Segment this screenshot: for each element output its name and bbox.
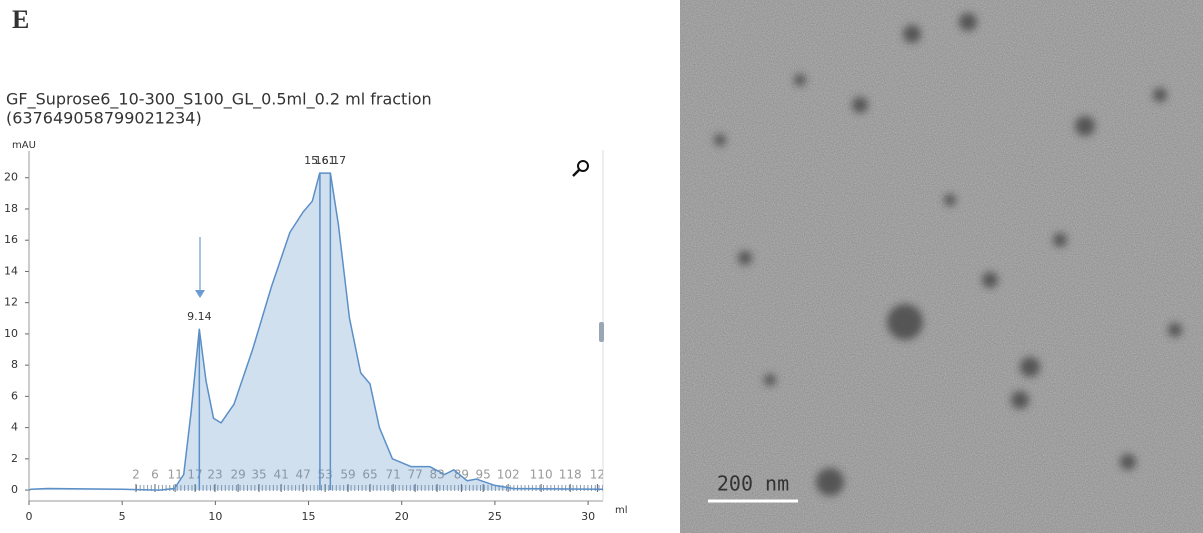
peak-label: 15.61 [304,154,336,167]
fraction-label: 71 [386,468,401,482]
fraction-label: 77 [408,468,423,482]
zoom-icon[interactable] [572,160,589,177]
y-tick-label: 0 [11,483,18,496]
panel-label: E [12,5,29,34]
y-tick-label: 10 [4,327,18,340]
area [29,173,603,491]
x-tick-label: 20 [395,510,409,523]
y-tick-label: 4 [11,421,18,434]
fraction-label: 11 [167,468,182,482]
chart-title: GF_Suprose6_10-300_S100_GL_0.5ml_0.2 ml … [6,90,432,110]
arrow-head [195,290,205,298]
y-tick-label: 16 [4,233,18,246]
scale-bar-label: 200 nm [717,472,789,496]
y-tick-label: 20 [4,171,18,184]
y-axis-label: mAU [12,140,36,151]
x-tick-label: 0 [26,510,33,523]
fraction-label: 95 [476,468,491,482]
x-tick-label: 15 [302,510,316,523]
fraction-label: 53 [317,468,332,482]
y-tick-label: 8 [11,358,18,371]
fraction-label: 35 [251,468,266,482]
fraction-label: 29 [230,468,245,482]
fraction-label: 59 [340,468,355,482]
fraction-label: 65 [362,468,377,482]
y-tick-label: 6 [11,389,18,402]
x-axis-label: ml [615,505,628,516]
fraction-label: 2 [132,468,140,482]
x-tick-label: 5 [119,510,126,523]
peak-label: 16.17 [315,154,347,167]
fraction-label: 89 [454,468,469,482]
x-tick-label: 30 [581,510,595,523]
fraction-label: 118 [559,468,582,482]
x-tick-label: 10 [208,510,222,523]
line [29,172,603,491]
fraction-label: 102 [497,468,520,482]
x-tick-label: 25 [488,510,502,523]
peak-label: 9.14 [187,310,212,323]
fraction-label: 47 [296,468,311,482]
y-tick-label: 18 [4,202,18,215]
fraction-label: 110 [530,468,553,482]
tem-image: 200 nm [680,0,1203,533]
fraction-label: 6 [151,468,159,482]
fraction-label: 23 [207,468,222,482]
fraction-label: 41 [274,468,289,482]
chart-subtitle: (637649058799021234) [6,109,202,128]
y-tick-label: 14 [4,264,18,277]
fraction-label: 12 [590,468,605,482]
y-tick-label: 12 [4,296,18,309]
fraction-label: 83 [429,468,444,482]
scroll-handle[interactable] [599,322,604,342]
y-tick-label: 2 [11,452,18,465]
